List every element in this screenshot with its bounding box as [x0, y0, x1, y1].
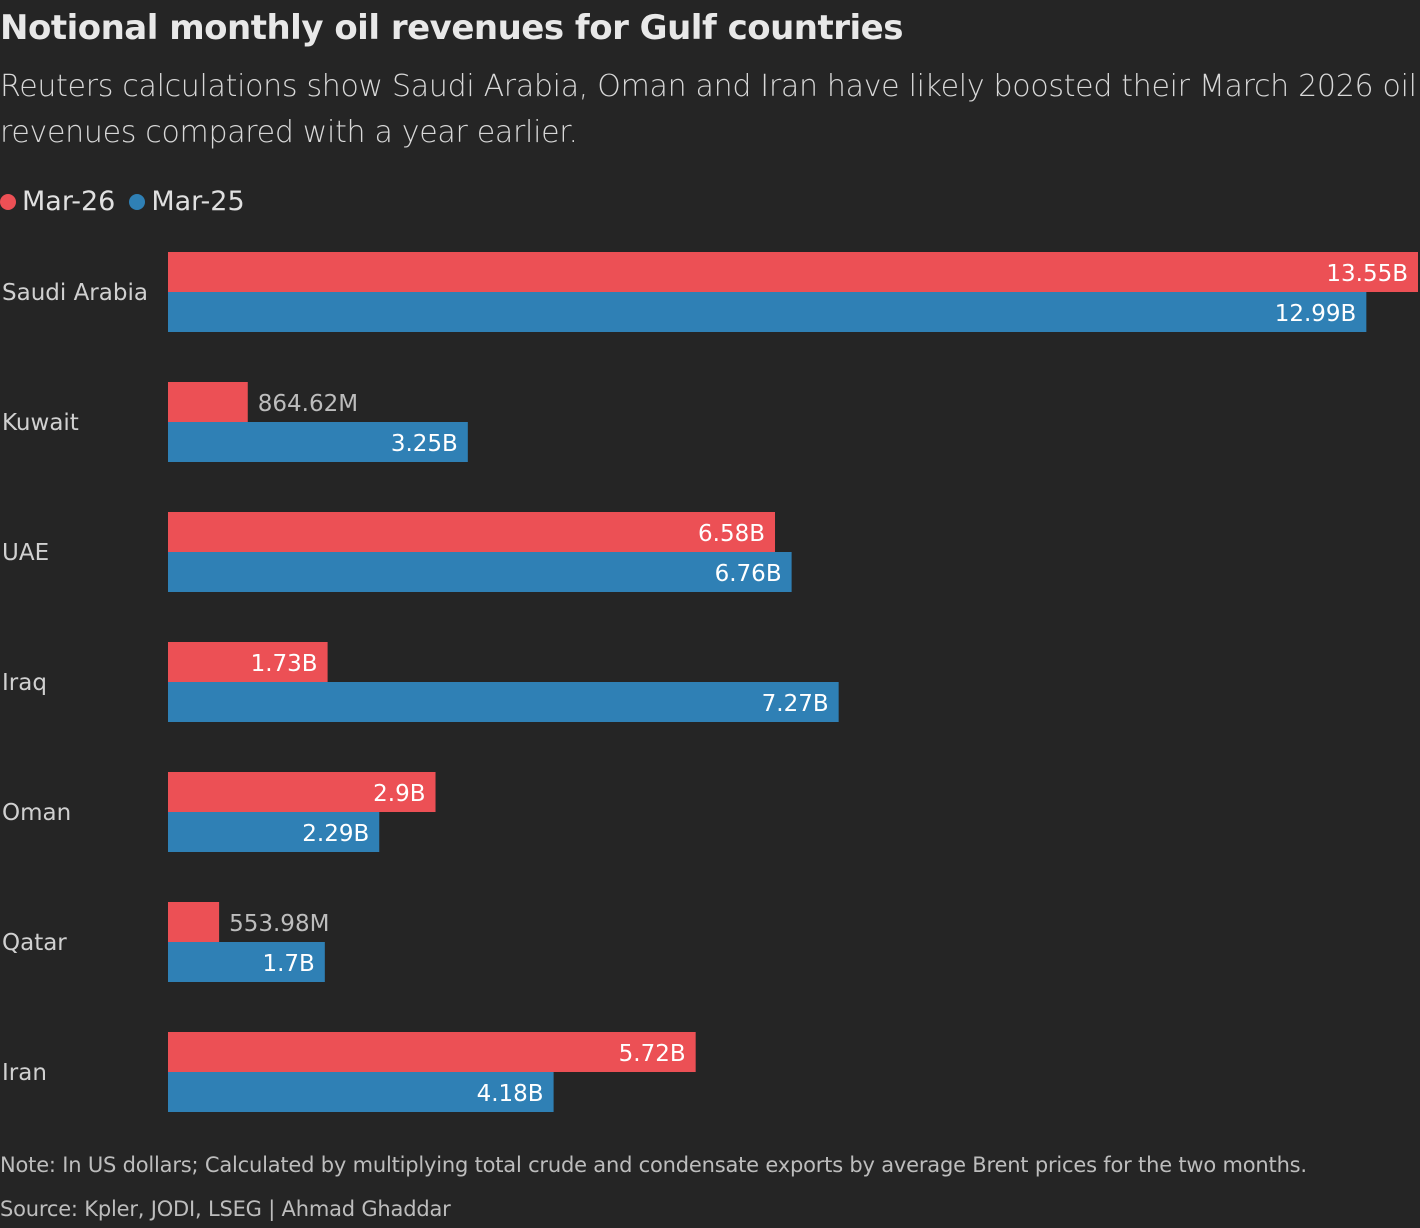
bar-chart: Saudi Arabia 13.55B 12.99B Kuwait 864.62M 3.2… [2, 252, 1418, 1112]
data-label: 13.55B [1326, 261, 1408, 287]
category-label: Saudi Arabia [2, 280, 148, 306]
bar-mar-25 [168, 292, 1367, 332]
legend-label: Mar-26 [22, 186, 116, 217]
chart-source: Source: Kpler, JODI, LSEG | Ahmad Ghadda… [0, 1197, 451, 1221]
legend-item-mar-26: Mar-26 [0, 186, 115, 217]
data-label: 2.29B [302, 821, 369, 847]
chart-title: Notional monthly oil revenues for Gulf c… [0, 8, 903, 48]
data-label: 6.58B [698, 521, 765, 547]
legend-dot-icon [129, 193, 146, 210]
data-label: 4.18B [477, 1081, 544, 1107]
bar-mar-25 [168, 1072, 554, 1112]
bar-mar-25 [168, 812, 380, 852]
data-label: 553.98M [229, 911, 329, 937]
bar-mar-25 [168, 422, 468, 462]
data-label: 12.99B [1275, 301, 1357, 327]
legend-label: Mar-25 [151, 186, 245, 217]
legend-item-mar-25: Mar-25 [129, 186, 245, 217]
data-label: 5.72B [619, 1041, 686, 1067]
data-label: 6.76B [715, 561, 782, 587]
data-label: 7.27B [762, 691, 829, 717]
bar-mar-26 [168, 1032, 696, 1072]
bar-mar-26 [168, 252, 1418, 292]
bar-mar-26 [168, 382, 248, 422]
bar-mar-25 [168, 942, 325, 982]
category-label: Oman [2, 800, 71, 826]
category-label: Kuwait [2, 410, 79, 436]
data-label: 2.9B [373, 781, 425, 807]
legend-dot-icon [0, 193, 16, 210]
bar-mar-26 [168, 902, 220, 942]
bar-mar-26 [168, 772, 436, 812]
data-label: 1.7B [262, 951, 314, 977]
bar-mar-26 [168, 642, 328, 682]
category-label: Iraq [2, 670, 47, 696]
data-label: 864.62M [258, 391, 358, 417]
category-label: Iran [2, 1060, 47, 1086]
category-label: Qatar [2, 930, 67, 956]
bar-mar-26 [168, 512, 776, 552]
chart-note: Note: In US dollars; Calculated by multi… [0, 1153, 1307, 1177]
category-label: UAE [2, 540, 49, 566]
chart-subtitle: Reuters calculations show Saudi Arabia, … [0, 69, 1417, 150]
bar-mar-25 [168, 552, 792, 592]
data-label: 3.25B [391, 431, 458, 457]
data-label: 1.73B [251, 651, 318, 677]
bar-mar-25 [168, 682, 839, 722]
legend: Mar-26 Mar-25 [0, 186, 245, 217]
